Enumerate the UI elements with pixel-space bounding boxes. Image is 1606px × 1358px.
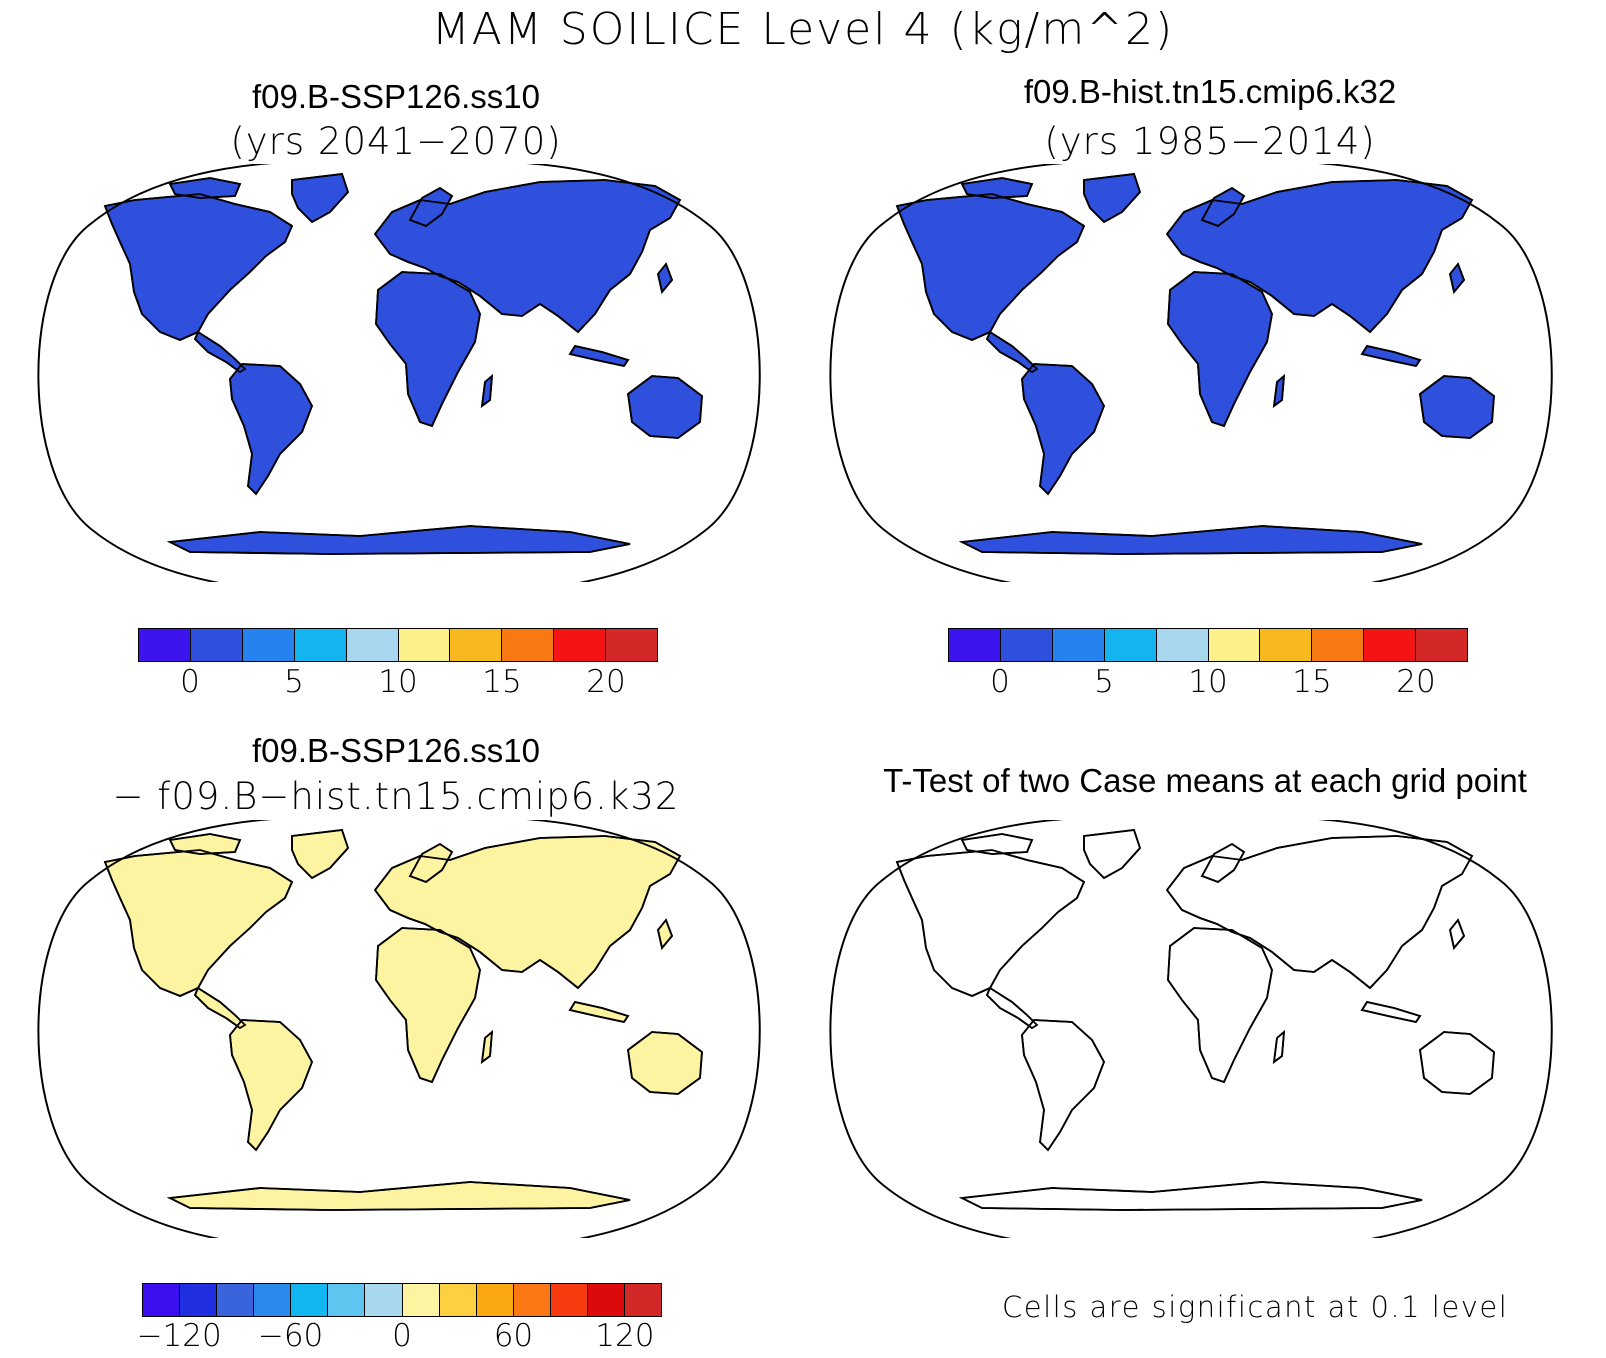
map-border xyxy=(37,164,761,582)
colorbar-top-left xyxy=(138,628,658,662)
colorbar-box xyxy=(328,1284,366,1316)
colorbar-box xyxy=(1260,629,1313,661)
colorbar-tick-label: 120 xyxy=(595,1318,655,1354)
colorbar-box xyxy=(513,1284,551,1316)
panel-tl-title: f09.B-SSP126.ss10 xyxy=(251,78,540,115)
colorbar-box xyxy=(139,629,191,661)
colorbar-box xyxy=(1312,629,1365,661)
colorbar-box xyxy=(625,1284,662,1316)
colorbar-top-right xyxy=(948,628,1468,662)
colorbar-box xyxy=(476,1284,514,1316)
panel-br-title: T-Test of two Case means at each grid po… xyxy=(883,762,1527,799)
panel-tr-subtitle: (yrs 1985−2014) xyxy=(1044,120,1376,163)
colorbar-tick-label: 10 xyxy=(378,664,418,700)
colorbar-box xyxy=(402,1284,440,1316)
colorbar-box xyxy=(143,1284,181,1316)
colorbar-box xyxy=(242,629,295,661)
colorbar-bottom-left xyxy=(142,1283,662,1317)
colorbar-box xyxy=(294,629,347,661)
colorbar-box xyxy=(606,629,658,661)
map-top-right xyxy=(829,164,1553,582)
colorbar-box xyxy=(346,629,399,661)
colorbar-box xyxy=(1000,629,1053,661)
colorbar-ticks-top-right: 0 5 10 15 20 xyxy=(948,664,1468,704)
colorbar-box xyxy=(217,1284,255,1316)
map-top-left xyxy=(37,164,761,582)
colorbar-tick-label: 5 xyxy=(284,664,304,700)
colorbar-tick-label: 10 xyxy=(1188,664,1228,700)
colorbar-box xyxy=(450,629,503,661)
colorbar-box xyxy=(291,1284,329,1316)
colorbar-box xyxy=(439,1284,477,1316)
significance-note: Cells are significant at 0.1 level xyxy=(1002,1290,1509,1324)
panel-bl-title: f09.B-SSP126.ss10 xyxy=(251,732,540,769)
colorbar-tick-label: 15 xyxy=(1292,664,1332,700)
colorbar-box xyxy=(550,1284,588,1316)
colorbar-tick-label: 20 xyxy=(586,664,626,700)
colorbar-tick-label: 15 xyxy=(482,664,522,700)
panel-bl-subtitle: − f09.B−hist.tn15.cmip6.k32 xyxy=(112,775,680,818)
panel-tl-subtitle: (yrs 2041−2070) xyxy=(230,120,562,163)
colorbar-tick-label: 60 xyxy=(493,1318,534,1354)
colorbar-tick-label: 5 xyxy=(1094,664,1114,700)
colorbar-box xyxy=(398,629,451,661)
colorbar-box xyxy=(949,629,1001,661)
colorbar-box xyxy=(1156,629,1209,661)
main-title: MAM SOILICE Level 4 (kg/m^2) xyxy=(431,4,1175,55)
colorbar-tick-label: 20 xyxy=(1396,664,1436,700)
map-bottom-right xyxy=(829,820,1553,1238)
colorbar-box xyxy=(1364,629,1417,661)
colorbar-box xyxy=(365,1284,403,1316)
colorbar-ticks-bottom-left: −120 −60 0 60 120 xyxy=(137,1318,662,1358)
colorbar-box xyxy=(554,629,607,661)
colorbar-tick-label: −120 xyxy=(136,1318,222,1354)
colorbar-tick-label: 0 xyxy=(392,1318,412,1354)
map-bottom-left xyxy=(37,820,761,1238)
colorbar-box xyxy=(1208,629,1261,661)
colorbar-box xyxy=(254,1284,292,1316)
colorbar-box xyxy=(1104,629,1157,661)
colorbar-box xyxy=(502,629,555,661)
colorbar-tick-label: 0 xyxy=(990,664,1010,700)
panel-tr-title: f09.B-hist.tn15.cmip6.k32 xyxy=(1023,73,1397,110)
colorbar-box xyxy=(180,1284,218,1316)
colorbar-tick-label: −60 xyxy=(257,1318,324,1354)
colorbar-ticks-top-left: 0 5 10 15 20 xyxy=(138,664,658,704)
colorbar-box xyxy=(190,629,243,661)
colorbar-box xyxy=(1052,629,1105,661)
colorbar-box xyxy=(1416,629,1468,661)
colorbar-tick-label: 0 xyxy=(180,664,200,700)
colorbar-box xyxy=(587,1284,626,1316)
